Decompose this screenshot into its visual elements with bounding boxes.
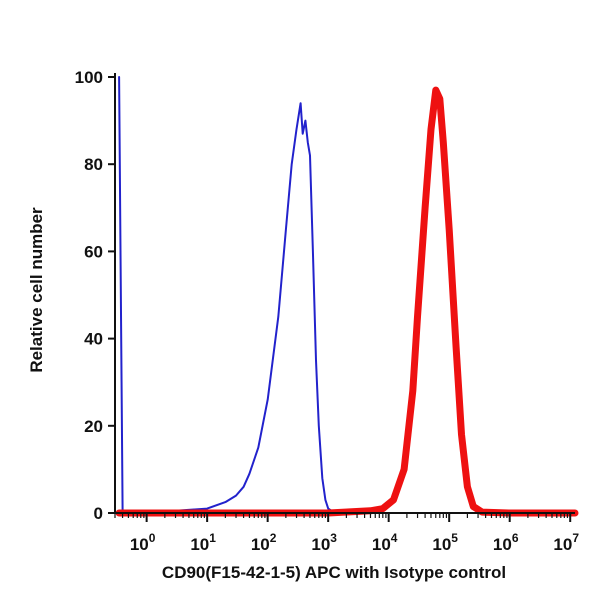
- x-tick-label: 100: [130, 531, 156, 554]
- y-tick-label: 0: [94, 504, 103, 523]
- y-tick-label: 80: [84, 155, 103, 174]
- y-tick-label: 40: [84, 330, 103, 349]
- series-layer: [115, 76, 579, 517]
- x-tick-label: 106: [493, 531, 519, 554]
- x-tick-label: 107: [553, 531, 579, 554]
- y-tick-label: 20: [84, 417, 103, 436]
- y-axis-title: Relative cell number: [27, 207, 46, 373]
- ticks-layer: 0 20 40 60 80 100 100 101 102 103 104 105 106 107: [75, 68, 580, 554]
- x-tick-label: 102: [251, 531, 277, 554]
- x-tick-label: 103: [311, 531, 337, 554]
- y-tick-label: 100: [75, 68, 103, 87]
- x-axis-title: CD90(F15-42-1-5) APC with Isotype contro…: [162, 563, 506, 582]
- x-tick-label: 104: [372, 531, 398, 554]
- y-tick-label: 60: [84, 242, 103, 261]
- histogram-series-1: [118, 76, 358, 514]
- histogram-series-2: [115, 86, 579, 517]
- x-tick-label: 101: [190, 531, 216, 554]
- x-tick-label: 105: [432, 531, 458, 554]
